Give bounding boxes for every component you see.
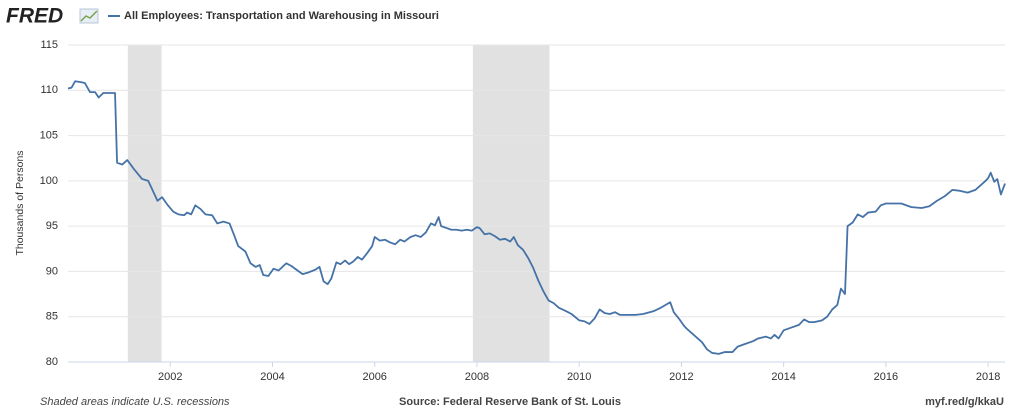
footer-source: Source: Federal Reserve Bank of St. Loui… [399, 396, 621, 408]
x-tick-label: 2012 [669, 371, 693, 383]
x-tick-label: 2014 [771, 371, 795, 383]
legend-label: All Employees: Transportation and Wareho… [124, 10, 439, 22]
data-line [67, 80, 1006, 355]
y-tick-label: 110 [40, 84, 58, 96]
recession-band [127, 45, 162, 362]
y-axis-label: Thousands of Persons [14, 150, 26, 255]
logo-icon [79, 8, 99, 24]
y-tick-label: 100 [40, 175, 58, 187]
y-tick-label: 95 [46, 220, 58, 232]
x-tick-label: 2004 [260, 371, 284, 383]
brand-logo: FRED [6, 5, 63, 28]
y-tick-label: 85 [46, 311, 58, 323]
x-tick-label: 2002 [158, 371, 182, 383]
footer-note: Shaded areas indicate U.S. recessions [40, 396, 230, 408]
y-tick-label: 90 [46, 265, 58, 277]
x-tick-label: 2008 [465, 371, 489, 383]
y-tick-label: 80 [46, 356, 58, 368]
x-tick-label: 2010 [567, 371, 591, 383]
x-tick-label: 2006 [362, 371, 386, 383]
y-tick-label: 105 [40, 129, 58, 141]
footer-link: myf.red/g/kkaU [925, 396, 1004, 408]
recession-band [472, 45, 550, 362]
x-tick-label: 2016 [874, 371, 898, 383]
x-tick-label: 2018 [976, 371, 1000, 383]
y-tick-label: 115 [40, 39, 58, 51]
